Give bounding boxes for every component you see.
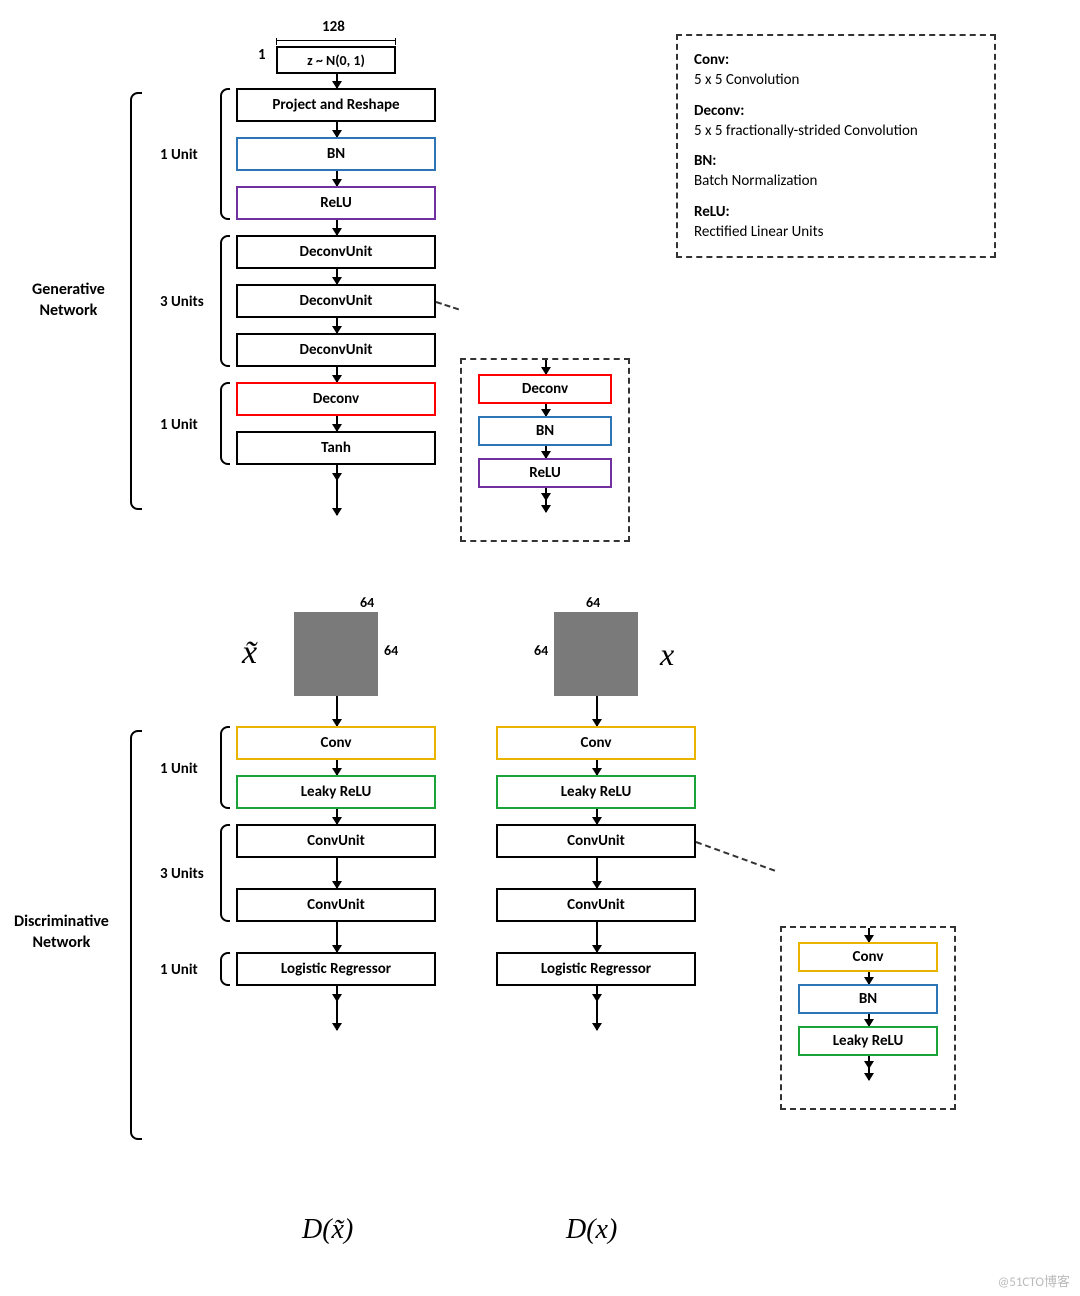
arrow-down xyxy=(545,360,547,374)
arrow-down xyxy=(336,465,338,515)
arrow-down xyxy=(336,122,338,137)
block-deconvunit: DeconvUnit xyxy=(236,284,436,318)
arrow-down xyxy=(596,760,598,775)
legend-deconv-d: 5 x 5 fractionally-strided Convolution xyxy=(694,122,918,140)
arrow-down xyxy=(868,1014,870,1026)
unit-brace xyxy=(220,235,230,367)
arrow-down xyxy=(336,858,338,888)
disc-title: DiscriminativeNetwork xyxy=(14,912,109,954)
gen-out-dim-right: 64 xyxy=(384,642,398,659)
gen-input-dim-top: 128 xyxy=(322,18,345,36)
legend: Conv: 5 x 5 Convolution Deconv: 5 x 5 fr… xyxy=(676,34,996,258)
disc-right-dim-left: 64 xyxy=(534,642,548,659)
block-conv: Conv xyxy=(496,726,696,760)
connector-line xyxy=(436,301,459,310)
gen-title: GenerativeNetwork xyxy=(32,280,105,322)
block-deconvunit: DeconvUnit xyxy=(236,235,436,269)
block-conv: Conv xyxy=(798,942,938,972)
arrow-down xyxy=(336,318,338,333)
disc-left-out: D(x̃) xyxy=(302,1214,353,1246)
block-project-and-reshape: Project and Reshape xyxy=(236,88,436,122)
block-tanh: Tanh xyxy=(236,431,436,465)
disc-right-sym: x xyxy=(660,636,674,673)
unit-label: 1 Unit xyxy=(160,416,198,434)
legend-deconv-t: Deconv: xyxy=(694,102,744,120)
unit-label: 1 Unit xyxy=(160,961,198,979)
arrow-down xyxy=(596,986,598,1030)
arrow-down xyxy=(336,367,338,382)
legend-bn-t: BN: xyxy=(694,152,716,170)
disc-right-square xyxy=(554,612,638,696)
unit-label: 1 Unit xyxy=(160,760,198,778)
gen-out-dim-top: 64 xyxy=(360,594,374,611)
block-deconvunit: DeconvUnit xyxy=(236,333,436,367)
block-bn: BN xyxy=(798,984,938,1014)
arrow-down xyxy=(336,809,338,824)
block-relu: ReLU xyxy=(236,186,436,220)
block-convunit: ConvUnit xyxy=(236,824,436,858)
arrow-down xyxy=(336,269,338,284)
arrow-down xyxy=(336,986,338,1030)
block-relu: ReLU xyxy=(478,458,612,488)
unit-brace xyxy=(220,952,230,986)
block-bn: BN xyxy=(236,137,436,171)
legend-relu-t: ReLU: xyxy=(694,203,730,221)
unit-brace xyxy=(220,88,230,220)
block-convunit: ConvUnit xyxy=(496,888,696,922)
block-logistic-regressor: Logistic Regressor xyxy=(236,952,436,986)
arrow-down xyxy=(545,488,547,512)
gen-big-brace xyxy=(130,92,142,510)
unit-label: 3 Units xyxy=(160,293,204,311)
arrow-down xyxy=(545,446,547,458)
arrow-down xyxy=(596,696,598,726)
block-convunit: ConvUnit xyxy=(236,888,436,922)
arrow-down xyxy=(596,809,598,824)
arrow-down xyxy=(868,1056,870,1080)
gen-input-box: z ~ N(0, 1) xyxy=(276,46,396,74)
block-leaky-relu: Leaky ReLU xyxy=(236,775,436,809)
block-deconv: Deconv xyxy=(478,374,612,404)
disc-big-brace xyxy=(130,730,142,1140)
unit-label: 1 Unit xyxy=(160,146,198,164)
unit-brace xyxy=(220,824,230,922)
legend-conv-d: 5 x 5 Convolution xyxy=(694,71,799,89)
legend-bn-d: Batch Normalization xyxy=(694,172,817,190)
watermark: @51CTO博客 xyxy=(998,1271,1070,1290)
block-leaky-relu: Leaky ReLU xyxy=(496,775,696,809)
unit-brace xyxy=(220,726,230,809)
gen-out-sym: x̃ xyxy=(242,634,257,672)
block-convunit: ConvUnit xyxy=(496,824,696,858)
gen-input-dim-bar xyxy=(276,40,396,41)
arrow-down xyxy=(336,220,338,235)
unit-label: 3 Units xyxy=(160,865,204,883)
arrow-down xyxy=(336,696,338,726)
gen-input-text: z ~ N(0, 1) xyxy=(307,52,365,69)
legend-relu-d: Rectified Linear Units xyxy=(694,223,823,241)
arrow-down xyxy=(336,416,338,431)
arrow-down xyxy=(336,922,338,952)
arrow-down xyxy=(336,171,338,186)
block-deconv: Deconv xyxy=(236,382,436,416)
unit-brace xyxy=(220,382,230,465)
arrow-down xyxy=(868,972,870,984)
gen-out-square xyxy=(294,612,378,696)
disc-right-dim-top: 64 xyxy=(586,594,600,611)
block-logistic-regressor: Logistic Regressor xyxy=(496,952,696,986)
arrow-down xyxy=(336,74,338,88)
gen-input-dim-left: 1 xyxy=(258,46,266,64)
arrow-down xyxy=(596,858,598,888)
arrow-down xyxy=(868,928,870,942)
block-conv: Conv xyxy=(236,726,436,760)
connector-line xyxy=(696,841,776,872)
arrow-down xyxy=(545,404,547,416)
arrow-down xyxy=(596,922,598,952)
legend-conv-t: Conv: xyxy=(694,51,729,69)
arrow-down xyxy=(336,760,338,775)
block-bn: BN xyxy=(478,416,612,446)
block-leaky-relu: Leaky ReLU xyxy=(798,1026,938,1056)
disc-right-out: D(x) xyxy=(566,1214,617,1246)
